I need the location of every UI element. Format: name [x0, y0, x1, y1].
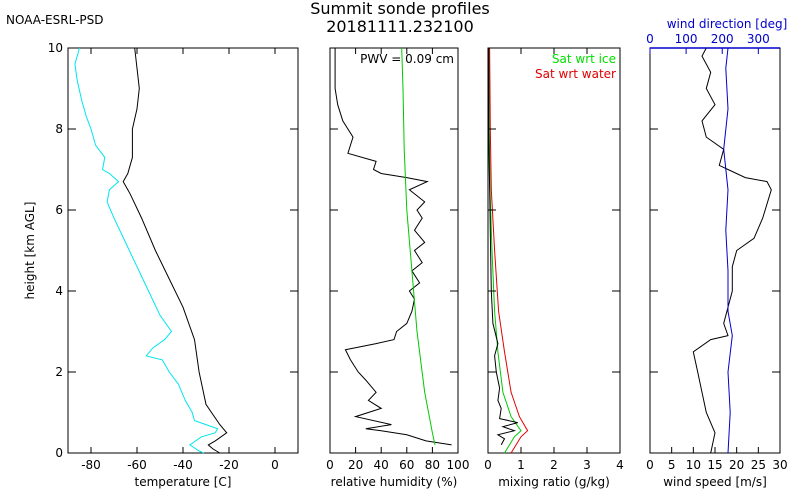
y-tick-label: 8: [55, 122, 63, 136]
panel-1: 0 2 4 6 8 10 -80 -60 -40 -20 0 temperature [C] heigh…: [23, 41, 299, 489]
x-tick-label: 100: [447, 458, 470, 472]
top-tick-label: 200: [711, 32, 734, 46]
series-line-3: [488, 48, 518, 446]
top-tick-label: 300: [747, 32, 770, 46]
x-tick-label: 2: [550, 458, 558, 472]
x-tick-label: 4: [616, 458, 624, 472]
series-line-2: [489, 47, 529, 454]
x-tick-label: -80: [81, 458, 101, 472]
series-line-1: [488, 47, 522, 454]
x-tick-label: -60: [127, 458, 147, 472]
x-axis-label: mixing ratio (g/kg): [498, 475, 610, 489]
x-tick-label: 3: [583, 458, 591, 472]
panel-frame: [487, 47, 621, 454]
pwv-annotation: PWV = 0.09 cm: [360, 52, 454, 66]
x-tick-label: 0: [326, 458, 334, 472]
x-axis-label: temperature [C]: [135, 475, 232, 489]
x-tick-label: 10: [686, 458, 701, 472]
x-tick-label: 0: [271, 458, 279, 472]
panel-frame: [67, 47, 299, 454]
y-tick-label: 0: [55, 446, 63, 460]
x-tick-label: 25: [751, 458, 766, 472]
x-tick-label: 5: [668, 458, 676, 472]
x-tick-label: -20: [219, 458, 239, 472]
y-tick-label: 2: [55, 365, 63, 379]
x-tick-label: 40: [374, 458, 389, 472]
figure-subtitle: 20181111.232100: [326, 17, 474, 36]
x-tick-label: 80: [425, 458, 440, 472]
x-tick-label: -40: [173, 458, 193, 472]
series-line-1: [334, 48, 452, 446]
panel-frame: [649, 47, 781, 454]
series-line-2: [74, 47, 219, 454]
legend-entry-1: Sat wrt ice: [552, 52, 616, 66]
x-tick-label: 0: [646, 458, 654, 472]
y-tick-label: 10: [48, 41, 63, 55]
series-line-2: [723, 47, 733, 454]
series-line-1: [692, 47, 772, 454]
y-tick-label: 6: [55, 203, 63, 217]
top-tick-label: 100: [675, 32, 698, 46]
x-axis-label: relative humidity (%): [331, 475, 458, 489]
top-axis-label: wind direction [deg]: [667, 17, 788, 31]
x-tick-label: 60: [399, 458, 414, 472]
y-tick-label: 4: [55, 284, 63, 298]
series-line-2: [401, 47, 436, 446]
figure-title: Summit sonde profiles: [310, 0, 490, 18]
org-label: NOAA-ESRL-PSD: [6, 13, 103, 27]
x-tick-label: 1: [517, 458, 525, 472]
x-tick-label: 15: [707, 458, 722, 472]
panel-frame: [329, 47, 459, 454]
x-tick-label: 20: [348, 458, 363, 472]
x-tick-label: 20: [729, 458, 744, 472]
y-axis-label: height [km AGL]: [23, 202, 37, 300]
series-line-1: [122, 47, 228, 454]
x-axis-label: wind speed [m/s]: [663, 475, 767, 489]
x-tick-label: 0: [484, 458, 492, 472]
x-tick-label: 30: [772, 458, 787, 472]
panel-2: 0 20 40 60 80 100 relative humidity (%) PWV = 0…: [326, 47, 470, 489]
legend-entry-2: Sat wrt water: [535, 67, 616, 81]
top-tick-label: 0: [646, 32, 654, 46]
